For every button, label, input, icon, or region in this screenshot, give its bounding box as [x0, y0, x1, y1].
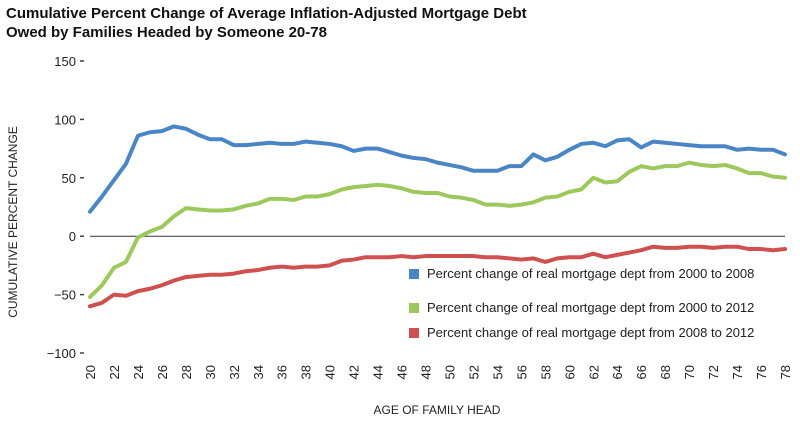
series-line-2	[88, 160, 787, 299]
x-tick-label: 32	[227, 365, 242, 379]
series-layer	[88, 124, 787, 309]
x-tick-label: 70	[682, 365, 697, 379]
chart-title-line-1: Cumulative Percent Change of Average Inf…	[6, 5, 527, 22]
y-tick-label: 50	[62, 171, 76, 186]
x-tick-label: 46	[395, 365, 410, 379]
y-tick-label: −50	[54, 288, 76, 303]
x-tick-label: 54	[490, 365, 505, 379]
x-tick-label: 64	[610, 365, 625, 379]
y-axis-label: CUMULATIVE PERCENT CHANGE	[6, 126, 20, 318]
x-tick-label: 76	[754, 365, 769, 379]
legend-swatch-3	[409, 328, 419, 338]
chart-title: Cumulative Percent Change of Average Inf…	[6, 4, 527, 42]
x-axis-label: AGE OF FAMILY HEAD	[374, 403, 501, 417]
x-tick-label: 26	[155, 365, 170, 379]
series-line-1	[88, 124, 787, 214]
x-tick-label: 48	[419, 365, 434, 379]
x-tick-label: 42	[347, 365, 362, 379]
legend-label-1: Percent change of real mortgage dept fro…	[427, 266, 754, 281]
x-tick-label: 20	[83, 365, 98, 379]
legend-swatch-1	[409, 269, 419, 279]
x-tick-label: 78	[778, 365, 793, 379]
x-tick-label: 34	[251, 365, 266, 379]
x-tick-label: 58	[538, 365, 553, 379]
x-tick-label: 24	[131, 365, 146, 379]
x-tick-label: 30	[203, 365, 218, 379]
x-tick-label: 74	[730, 365, 745, 379]
y-tick-label: −100	[47, 346, 76, 361]
x-tick-label: 44	[371, 365, 386, 379]
x-tick-label: 38	[299, 365, 314, 379]
y-tick-label: 0	[69, 229, 76, 244]
x-tick-label: 56	[514, 365, 529, 379]
x-tick-label: 60	[562, 365, 577, 379]
x-tick-label: 36	[275, 365, 290, 379]
legend-label-3: Percent change of real mortgage dept fro…	[427, 325, 754, 340]
x-tick-label: 68	[658, 365, 673, 379]
y-axis: 150 100 50 0 −50 −100	[47, 54, 785, 361]
legend: Percent change of real mortgage dept fro…	[409, 266, 754, 340]
x-tick-label: 66	[634, 365, 649, 379]
y-tick-label: 100	[54, 112, 76, 127]
x-tick-label: 62	[586, 365, 601, 379]
x-tick-label: 72	[706, 365, 721, 379]
x-tick-label: 28	[179, 365, 194, 379]
series-line-3	[88, 244, 787, 309]
legend-label-2: Percent change of real mortgage dept fro…	[427, 300, 754, 315]
x-axis: 20 22 24 26 28 30 32 34 36 38 40 42 44 46 48 50 52 54 56 58…	[83, 365, 793, 379]
y-tick-label: 150	[54, 54, 76, 69]
x-tick-label: 22	[107, 365, 122, 379]
x-tick-label: 40	[323, 365, 338, 379]
x-tick-label: 50	[442, 365, 457, 379]
legend-swatch-2	[409, 303, 419, 313]
chart-title-line-2: Owed by Families Headed by Someone 20-78	[6, 24, 327, 41]
x-tick-label: 52	[466, 365, 481, 379]
